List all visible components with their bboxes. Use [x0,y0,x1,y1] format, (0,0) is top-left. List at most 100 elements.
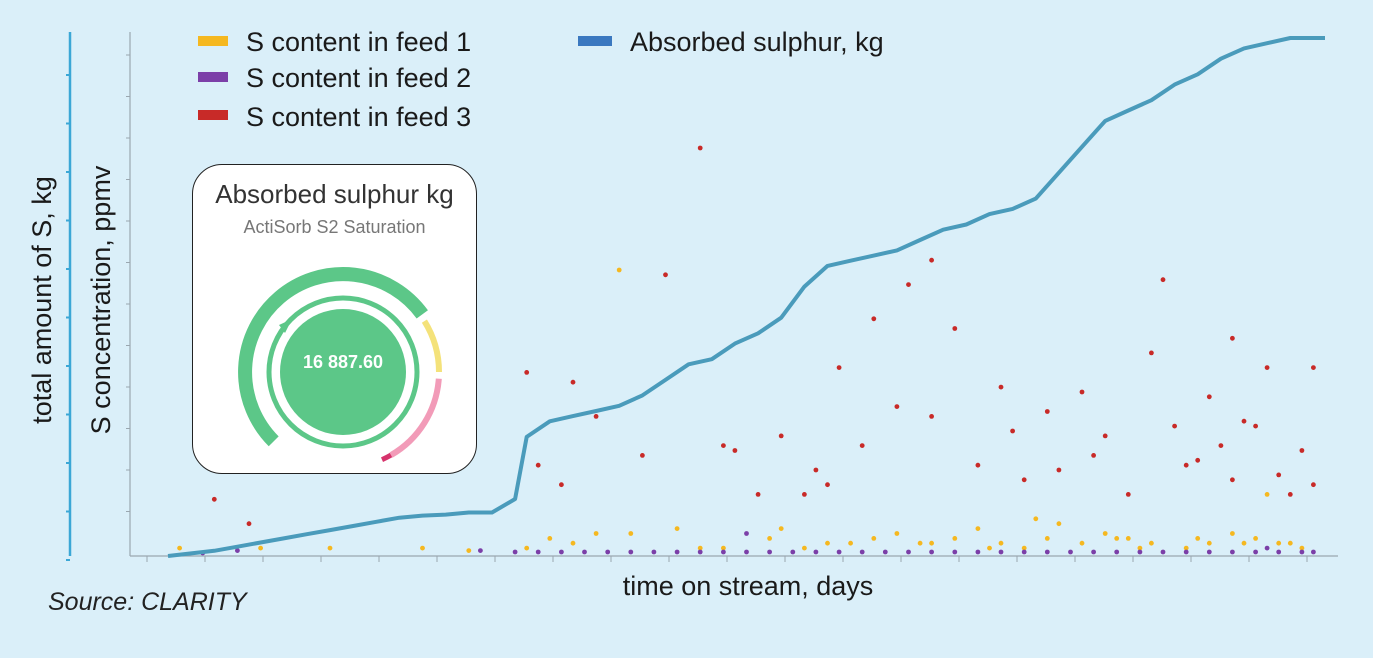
feed3-point [952,326,958,331]
feed2-point [235,548,240,553]
feed3-point [211,496,217,502]
feed3-point [1183,462,1189,468]
feed1-point [1137,545,1143,551]
feed1-point [894,531,900,536]
feed1-point [767,536,772,541]
feed1-point [1114,536,1120,541]
feed3-point [640,453,645,458]
legend-swatch-feed3 [198,110,228,120]
feed1-point [177,545,183,551]
feed1-point [1230,531,1235,536]
gauge-inner-ring [266,295,420,449]
feed2-point [1044,549,1050,555]
feed3-point [1299,448,1305,453]
feed3-point [1091,453,1096,458]
feed3-point [929,257,934,263]
feed1-point [420,545,425,551]
right-axis-ticks [126,54,130,512]
feed1-point [1264,492,1270,497]
feed2-point [721,549,726,555]
feed2-point [674,549,680,555]
gauge-arc-yellow [421,319,442,373]
feed3-point [1264,365,1270,370]
feed3-point [755,492,761,497]
feed3-point [1276,472,1282,478]
feed1-point [1044,536,1050,541]
feed2-point [1068,549,1073,555]
feed2-point [859,549,865,555]
feed3-point [1195,457,1201,463]
feed1-point [1276,540,1282,546]
feed3-point [871,316,877,322]
feed2-point [1183,549,1189,555]
feed1-point [1206,540,1212,546]
feed1-point [1079,540,1085,546]
feed1-point [524,545,530,551]
legend-swatch-feed1 [198,36,228,46]
feed3-point [559,482,564,488]
feed2-point [744,549,749,555]
feed3-point [1149,350,1154,356]
feed2-point [1137,549,1143,555]
feed3-point [1056,467,1062,473]
feed2-point [744,531,749,536]
feed2-point [975,549,981,555]
feed3-point [721,443,726,448]
feed3-point [975,462,981,468]
feed1-point [1149,540,1154,546]
feed3-point [859,443,865,448]
feed1-point [674,526,680,531]
feed3-point [1230,335,1235,341]
feed3-point [836,365,842,370]
feed2-point [512,549,518,555]
feed3-point [906,282,911,287]
feed3-point [1230,477,1235,483]
feed2-point [697,549,703,555]
feed3-point [535,462,541,468]
feed2-point [1311,549,1316,555]
feed1-point [929,540,934,546]
feed2-point [1091,549,1096,555]
feed2-point [952,549,958,555]
feed1-point [825,540,830,546]
feed3-point [894,404,900,409]
feed3-point [1125,492,1131,497]
feed1-point [628,531,634,536]
legend-label-feed2: S content in feed 2 [246,63,471,93]
legend-swatch-feed2 [198,72,228,82]
feed1-point [975,526,981,531]
feed1-point [697,545,703,551]
gauge-pointer-icon [279,319,292,333]
feed2-point [605,549,611,555]
feed3-point [1253,423,1258,429]
feed2-point [1021,549,1027,555]
feed2-point [651,549,657,555]
source-note: Source: CLARITY [48,588,247,616]
feed3-point [998,384,1004,390]
y-axis-title-right: S concentration, ppmv [86,165,116,434]
feed1-point [952,536,958,541]
feed1-point [1241,540,1247,546]
feed2-point [767,549,772,555]
gauge-subtitle: ActiSorb S2 Saturation [243,217,426,237]
feed1-point [547,536,553,541]
scatter-points [177,145,1316,556]
feed3-point [732,448,738,453]
feed3-point [663,272,668,278]
feed2-point [882,549,888,555]
feed3-point [1010,428,1015,434]
feed1-point [802,545,807,551]
feed1-point [1056,521,1062,527]
gauge-title: Absorbed sulphur kg [215,179,454,209]
feed2-point [836,549,842,555]
feed2-point [1253,549,1258,555]
legend-label-absorbed: Absorbed sulphur, kg [630,27,884,57]
feed1-point [871,536,877,541]
feed2-point [1264,545,1270,551]
feed3-point [697,145,703,151]
feed3-point [1079,389,1085,395]
x-axis-title: time on stream, days [623,571,874,601]
legend-label-feed1: S content in feed 1 [246,27,471,57]
feed1-point [987,545,992,551]
